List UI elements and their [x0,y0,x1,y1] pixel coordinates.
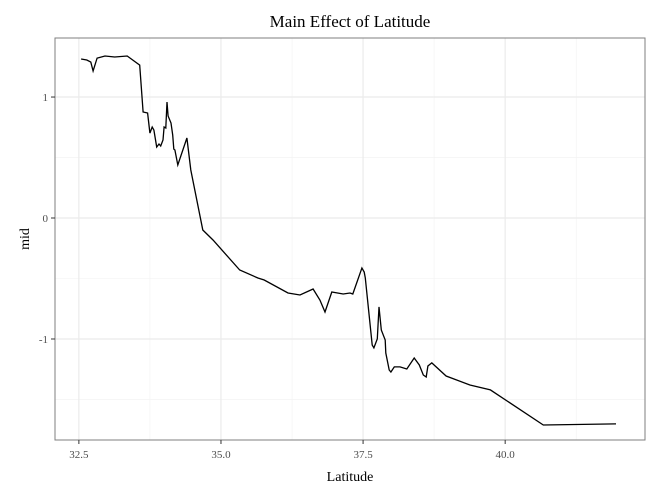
x-tick-label: 37.5 [353,449,373,461]
axis-ticks: 32.5 35.0 37.5 40.0 1 0 -1 [39,92,515,461]
grid [55,38,645,440]
plot-panel-border [54,37,646,441]
y-axis-label: mid [18,228,33,250]
x-tick-label: 40.0 [496,449,516,461]
x-tick-label: 35.0 [211,449,231,461]
y-tick-label: -1 [39,334,48,346]
x-tick-label: 32.5 [69,449,89,461]
chart-title: Main Effect of Latitude [270,12,431,31]
y-tick-label: 0 [43,213,49,225]
x-axis-label: Latitude [327,470,374,485]
series-line [80,55,617,426]
y-tick-label: 1 [43,92,49,104]
